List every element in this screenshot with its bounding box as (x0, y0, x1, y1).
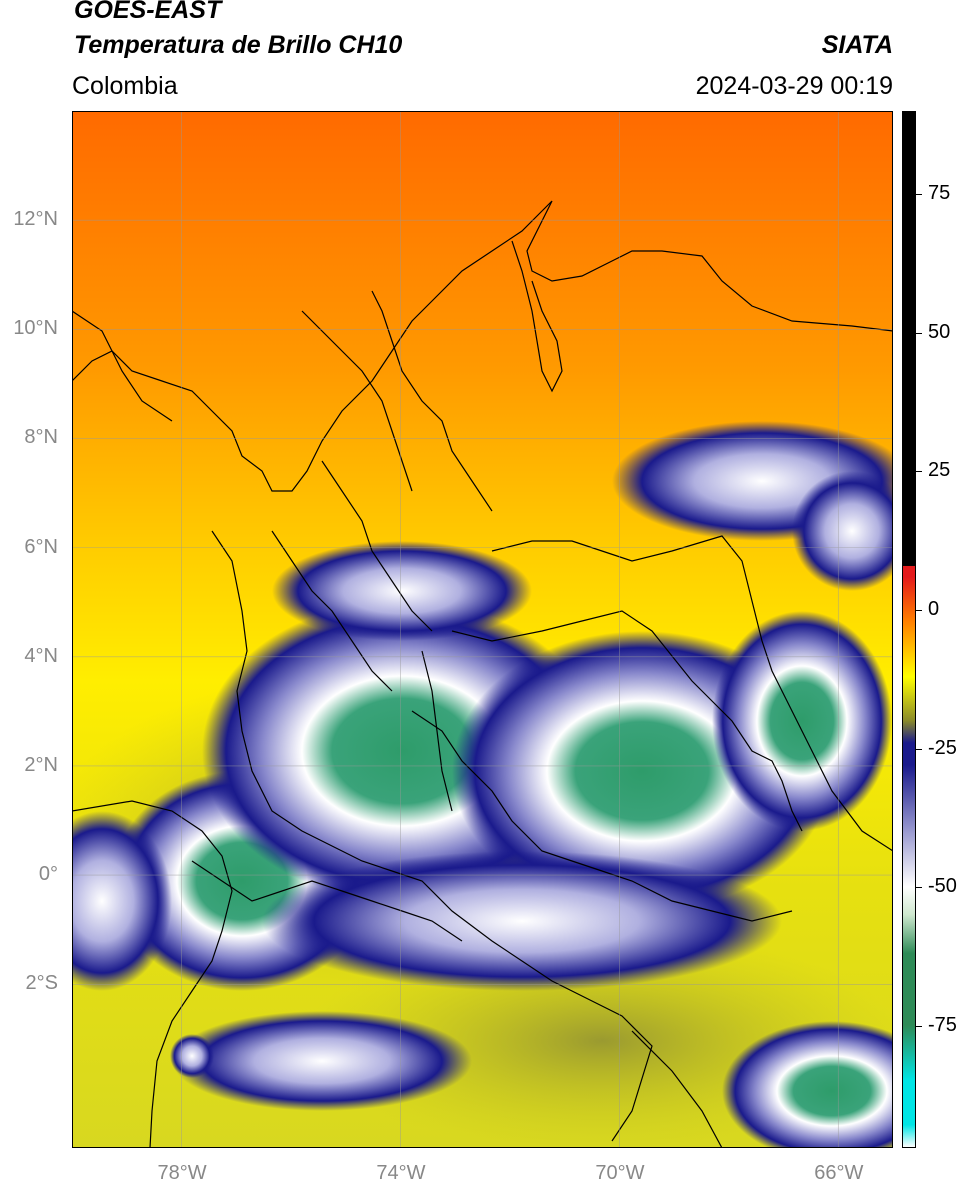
satellite-title: GOES-EAST (74, 0, 222, 24)
lat-tick-label: 2°N (24, 753, 58, 776)
colorbar-tick-mark (916, 332, 922, 334)
lat-tick-label: 12°N (13, 208, 58, 231)
lat-tick-label: 10°N (13, 317, 58, 340)
colorbar-tick-label: 0 (928, 598, 940, 621)
agency-label: SIATA (821, 31, 893, 59)
lat-tick-label: 4°N (24, 644, 58, 667)
lat-tick-label: 8°N (24, 426, 58, 449)
colorbar-tick-mark (916, 610, 922, 612)
lat-tick-label: 2°S (25, 972, 58, 995)
lat-tick-label: 0° (38, 863, 58, 886)
colorbar-tick-mark (916, 748, 922, 750)
colorbar-tick-label: 75 (928, 182, 951, 205)
graticule (72, 111, 893, 1148)
coastlines-borders (72, 200, 893, 1148)
colorbar-tick-label: 50 (928, 320, 951, 343)
lon-tick-label: 66°W (814, 1162, 864, 1184)
lon-tick-label: 70°W (595, 1162, 645, 1184)
cloud-field (72, 421, 893, 1148)
colorbar-tick-mark (916, 887, 922, 889)
colorbar-tick-mark (916, 471, 922, 473)
colorbar-tick-label: -50 (928, 875, 957, 898)
satellite-map (72, 111, 893, 1148)
colorbar-tick-label: -75 (928, 1014, 957, 1036)
region-label: Colombia (72, 72, 178, 100)
colorbar-tick-label: 25 (928, 459, 951, 482)
lon-tick-label: 74°W (376, 1162, 426, 1184)
colorbar-tick-label: -25 (928, 736, 957, 759)
colorbar-tick-mark (916, 1026, 922, 1027)
lon-tick-label: 78°W (157, 1162, 207, 1184)
product-title: Temperatura de Brillo CH10 (74, 31, 403, 59)
colorbar (902, 111, 916, 1148)
colorbar-tick-mark (916, 194, 922, 196)
lat-tick-label: 6°N (24, 535, 58, 558)
datetime-label: 2024-03-29 00:19 (695, 72, 893, 100)
